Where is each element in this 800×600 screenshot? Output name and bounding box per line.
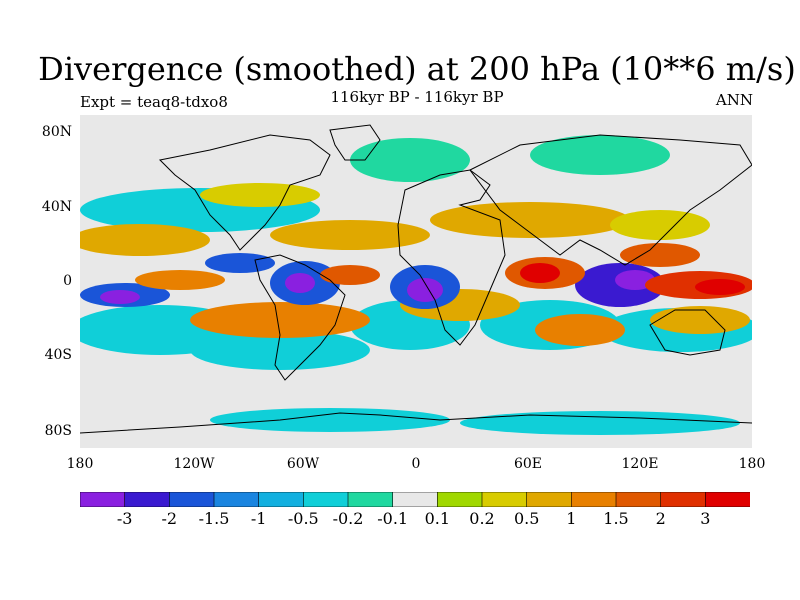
colorbar-swatch — [437, 492, 483, 507]
colorbar-label: -0.5 — [287, 509, 319, 528]
lon-tick-120W: 120W — [173, 456, 215, 472]
lon-tick-120E: 120E — [621, 456, 659, 472]
colorbar — [80, 492, 750, 507]
colorbar-swatch — [124, 492, 171, 507]
lon-tick-0: 0 — [411, 456, 421, 472]
colorbar-label: 1.5 — [603, 509, 629, 528]
colorbar-swatch — [80, 492, 126, 507]
colorbar-swatch — [571, 492, 617, 507]
lat-tick-80N: 80N — [41, 124, 72, 140]
lat-tick-40S: 40S — [44, 347, 72, 363]
colorbar-label: -0.2 — [332, 509, 364, 528]
colorbar-label: -2 — [161, 509, 178, 528]
colorbar-swatch — [526, 492, 573, 507]
colorbar-label: 1 — [566, 509, 577, 528]
colorbar-swatch — [258, 492, 305, 507]
colorbar-swatch — [705, 492, 750, 507]
colorbar-swatch — [347, 492, 394, 507]
colorbar-label: 0.1 — [424, 509, 451, 528]
colorbar-label: 3 — [700, 509, 711, 528]
coastlines — [80, 124, 752, 434]
lon-tick-180-right: 180 — [738, 456, 766, 472]
colorbar-swatch — [392, 492, 439, 507]
lat-tick-40N: 40N — [41, 199, 72, 215]
map-svg — [80, 115, 752, 448]
experiment-label: Expt = teaq8-tdxo8 — [80, 93, 228, 111]
colorbar-swatch — [615, 492, 662, 507]
plot-subtitle: 116kyr BP - 116kyr BP — [330, 88, 504, 106]
lon-tick-180-left: 180 — [66, 456, 94, 472]
season-label: ANN — [715, 91, 753, 109]
colorbar-swatch — [213, 492, 260, 507]
colorbar-label: 2 — [655, 509, 666, 528]
colorbar-label: 0.5 — [513, 509, 540, 528]
colorbar-label: 0.2 — [469, 509, 495, 528]
lat-tick-0: 0 — [63, 273, 72, 289]
lon-tick-60E: 60E — [513, 456, 543, 472]
colorbar-label: -0.1 — [377, 509, 409, 528]
colorbar-label: -1.5 — [198, 509, 230, 528]
colorbar-swatch — [169, 492, 215, 507]
colorbar-swatch — [481, 492, 528, 507]
divergence-map — [80, 115, 752, 448]
lat-tick-80S: 80S — [44, 423, 72, 439]
colorbar-label: -1 — [250, 509, 267, 528]
colorbar-label: -3 — [116, 509, 133, 528]
colorbar-swatch — [303, 492, 349, 507]
plot-title: Divergence (smoothed) at 200 hPa (10**6 … — [38, 50, 796, 88]
colorbar-swatch — [660, 492, 707, 507]
lon-tick-60W: 60W — [286, 456, 320, 472]
